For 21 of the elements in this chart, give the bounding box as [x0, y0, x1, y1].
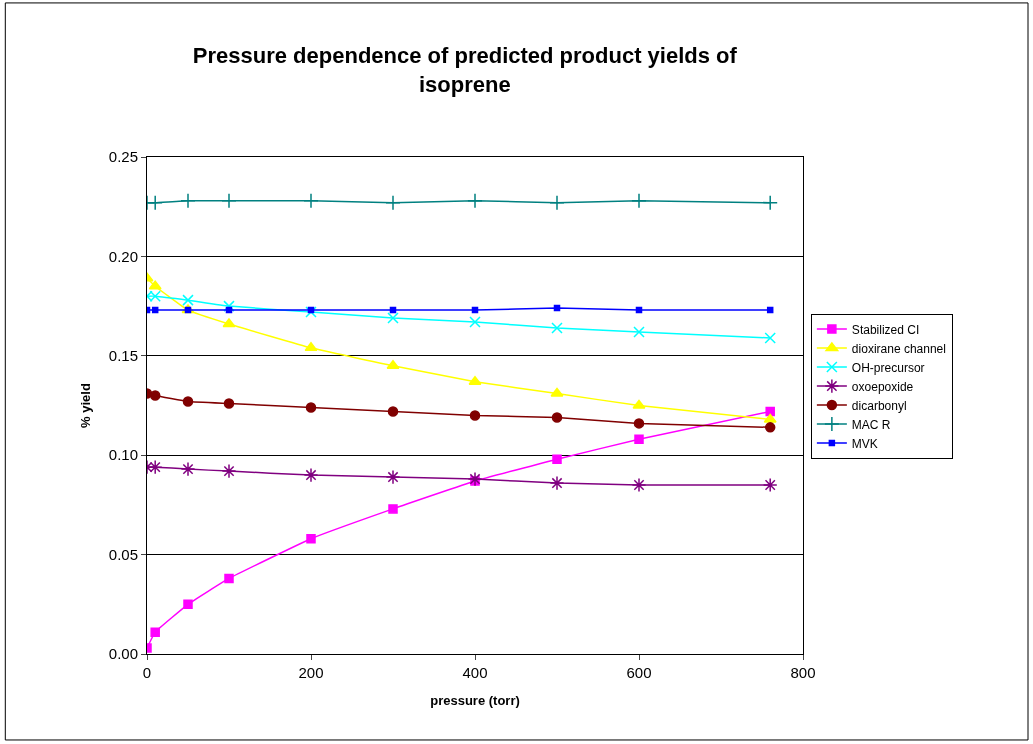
y-tick-label: 0.00 [108, 645, 138, 663]
chart-title: Pressure dependence of predicted product yields of isoprene [192, 43, 738, 97]
legend-label: Stabilized CI [851, 322, 920, 337]
y-axis-title: % yield [77, 383, 93, 428]
legend-label: MAC R [851, 417, 891, 432]
legend-label: oxoepoxide [851, 379, 914, 394]
x-axis-title: pressure (torr) [430, 692, 520, 708]
y-tick-label: 0.20 [108, 247, 138, 265]
x-tick-label: 400 [462, 664, 488, 681]
legend-label: dioxirane channel [851, 341, 946, 356]
legend-label: OH-precursor [851, 360, 925, 375]
x-tick-label: 800 [790, 664, 816, 681]
y-tick-label: 0.10 [108, 446, 138, 464]
y-tick-label: 0.15 [108, 347, 138, 365]
legend-label: dicarbonyl [851, 398, 907, 413]
x-tick-label: 600 [626, 664, 652, 681]
legend-label: MVK [851, 436, 878, 451]
x-tick-label: 200 [298, 664, 324, 681]
y-tick-label: 0.25 [108, 148, 138, 166]
x-tick-label: 0 [142, 664, 152, 681]
y-tick-label: 0.05 [108, 545, 138, 563]
